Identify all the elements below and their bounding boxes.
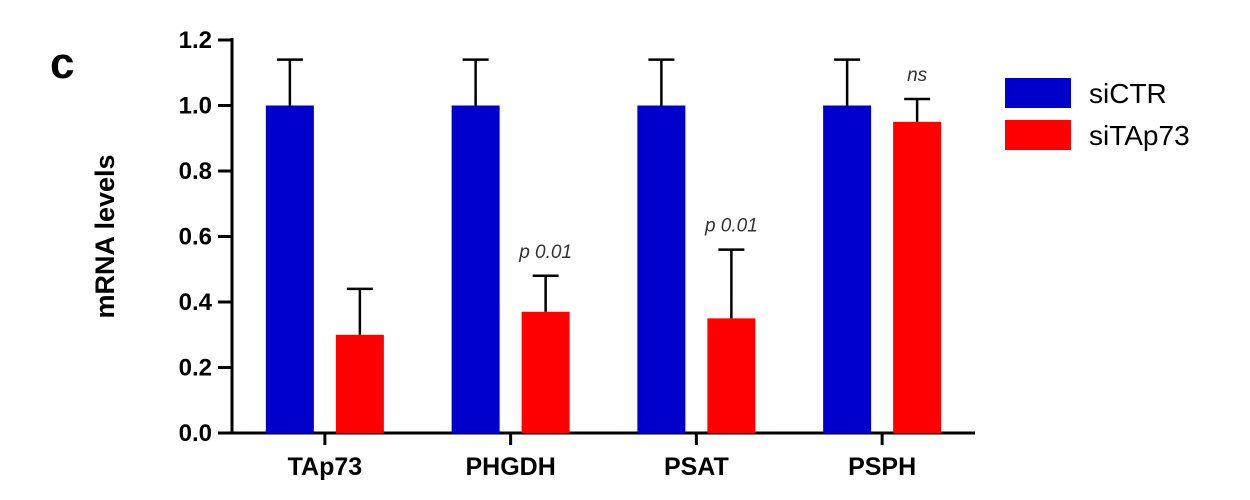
bar-siTAp73-PSPH <box>893 121 942 433</box>
bar-siCTR-PHGDH <box>451 105 500 433</box>
legend-swatch-siCTR <box>1005 78 1071 108</box>
x-tick-label: PSPH <box>848 453 916 481</box>
y-axis-label: mRNA levels <box>90 154 120 318</box>
legend: siCTR siTAp73 <box>1005 78 1190 151</box>
significance-label: p 0.01 <box>704 216 758 237</box>
x-tick-label: PSAT <box>664 453 729 481</box>
error-bars <box>276 58 931 335</box>
y-tick-label: 0.6 <box>179 224 212 251</box>
bar-siCTR-TAp73 <box>265 105 314 433</box>
axes: 0.0 0.2 0.4 0.6 0.8 1.0 1.2 mRNA levels TAp73 PHG… <box>90 27 975 481</box>
y-tick-label: 0.8 <box>179 158 212 185</box>
bar-siTAp73-TAp73 <box>335 334 384 433</box>
bar-siCTR-PSPH <box>823 105 872 433</box>
bars <box>265 105 942 433</box>
significance-label: p 0.01 <box>518 242 572 263</box>
y-tick-label: 1.0 <box>179 93 212 120</box>
annotations: p 0.01 p 0.01 ns <box>518 65 927 263</box>
bar-siCTR-PSAT <box>637 105 686 433</box>
legend-label-siCTR: siCTR <box>1089 78 1167 109</box>
y-tick-label: 0.4 <box>179 289 213 316</box>
panel-label: c <box>50 39 74 88</box>
x-tick-label: TAp73 <box>288 453 363 481</box>
legend-label-siTAp73: siTAp73 <box>1089 120 1190 151</box>
y-tick-label: 1.2 <box>179 27 212 54</box>
y-tick-label: 0.2 <box>179 355 212 382</box>
x-tick-label: PHGDH <box>465 453 555 481</box>
y-tick-label: 0.0 <box>179 420 212 447</box>
bar-siTAp73-PHGDH <box>521 311 570 433</box>
legend-swatch-siTAp73 <box>1005 120 1071 150</box>
significance-label: ns <box>907 65 928 86</box>
bar-siTAp73-PSAT <box>707 318 756 433</box>
